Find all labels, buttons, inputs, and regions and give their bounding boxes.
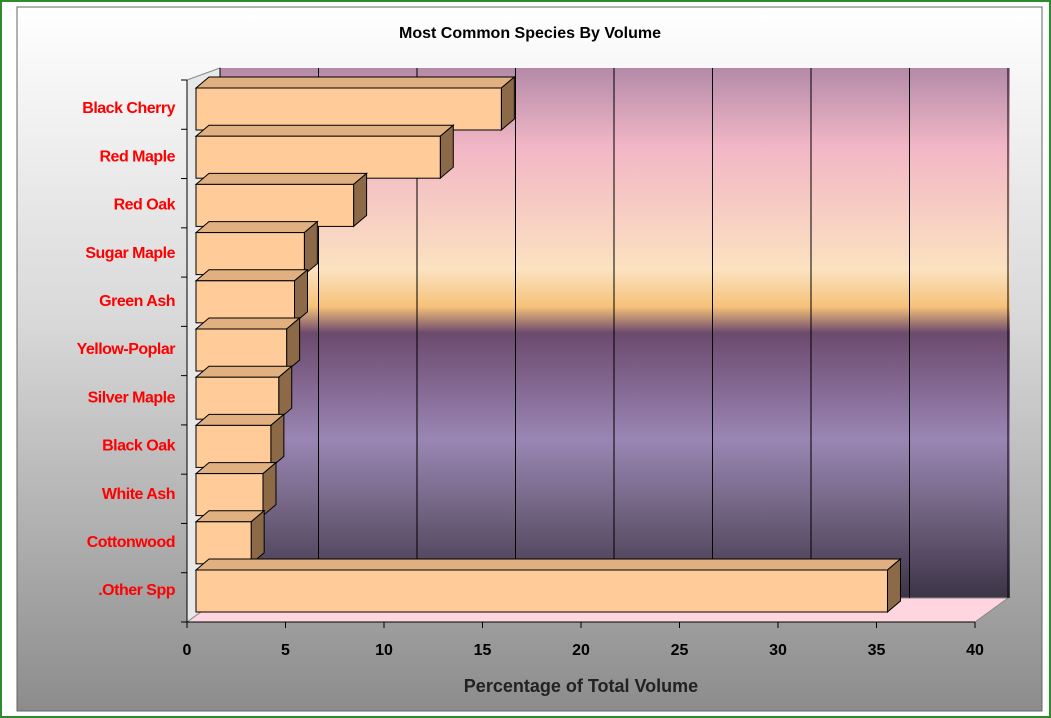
bar-top xyxy=(196,318,300,329)
bar-front xyxy=(196,329,287,371)
bar-front xyxy=(196,184,354,226)
x-tick-label: 0 xyxy=(183,642,192,659)
bar-front xyxy=(196,522,251,564)
bar-front xyxy=(196,136,440,178)
y-tick-label: Red Maple xyxy=(99,148,175,165)
y-tick-label: Red Oak xyxy=(114,197,176,214)
bar xyxy=(196,414,284,467)
bar xyxy=(196,463,276,516)
chart: Most Common Species By Volume Percentage… xyxy=(0,0,1051,718)
bar xyxy=(196,559,900,612)
bar-front xyxy=(196,425,271,467)
bar-top xyxy=(196,77,514,88)
y-tick-label: Black Cherry xyxy=(82,100,175,117)
x-tick-label: 30 xyxy=(769,642,787,659)
bar xyxy=(196,270,308,323)
bar-top xyxy=(196,270,308,281)
bar xyxy=(196,511,264,564)
bar xyxy=(196,77,514,130)
bar xyxy=(196,125,453,178)
bar xyxy=(196,318,300,371)
x-axis-title: Percentage of Total Volume xyxy=(464,676,698,696)
x-tick-label: 35 xyxy=(868,642,886,659)
bar xyxy=(196,366,292,419)
bar xyxy=(196,222,317,275)
y-tick-label: Cottonwood xyxy=(87,534,175,551)
bar-top xyxy=(196,366,292,377)
bar-front xyxy=(196,570,887,612)
y-tick-label: Black Oak xyxy=(102,438,175,455)
chart-title: Most Common Species By Volume xyxy=(399,25,661,42)
bar-front xyxy=(196,474,263,516)
x-tick-label: 20 xyxy=(572,642,590,659)
x-tick-label: 40 xyxy=(966,642,984,659)
bar-front xyxy=(196,233,304,275)
y-tick-label: Silver Maple xyxy=(88,389,176,406)
bar-top xyxy=(196,222,317,233)
bar-top xyxy=(196,173,367,184)
x-tick-label: 25 xyxy=(671,642,689,659)
bar-top xyxy=(196,463,276,474)
y-tick-label: Green Ash xyxy=(99,293,175,310)
bar-top xyxy=(196,559,900,570)
x-tick-label: 10 xyxy=(375,642,393,659)
x-tick-label: 5 xyxy=(281,642,290,659)
x-tick-label: 15 xyxy=(474,642,492,659)
y-tick-label: Yellow-Poplar xyxy=(77,341,176,358)
bar-front xyxy=(196,377,279,419)
bar-top xyxy=(196,414,284,425)
bar-top xyxy=(196,125,453,136)
y-tick-label: Sugar Maple xyxy=(85,245,175,262)
y-tick-label: White Ash xyxy=(102,486,175,503)
bar-front xyxy=(196,88,501,130)
bar-front xyxy=(196,281,295,323)
y-tick-label: .Other Spp xyxy=(98,582,176,599)
bar xyxy=(196,173,367,226)
